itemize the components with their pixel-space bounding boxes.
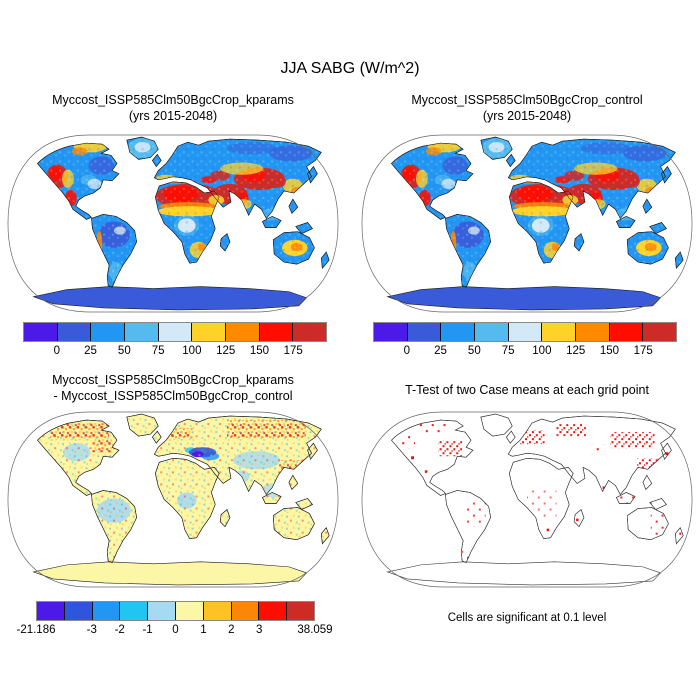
colorbar-segment — [508, 323, 543, 341]
map-ttest — [361, 411, 693, 588]
colorbar-segment — [542, 323, 577, 341]
colorbar-tick-label: 50 — [117, 345, 131, 357]
colorbar-segment — [91, 323, 126, 341]
colorbar-segment — [125, 323, 159, 341]
colorbar-segment — [475, 323, 509, 341]
panel-title-difference: Myccost_ISSP585Clm50BgcCrop_kparams - My… — [6, 372, 340, 404]
colorbar-segment — [576, 323, 610, 341]
colorbar-segment — [231, 602, 260, 620]
sig-east-asia — [637, 458, 659, 475]
colorbar-segment — [407, 323, 442, 341]
colorbar-segment — [609, 323, 644, 341]
colorbar-segment — [148, 602, 176, 620]
ttest-caption: Cells are significant at 0.1 level — [447, 612, 607, 624]
colorbar-kparams — [23, 322, 327, 342]
colorbar-tick-label: 25 — [84, 345, 97, 357]
panel-title-difference-line2: - Myccost_ISSP585Clm50BgcCrop_control — [53, 389, 293, 403]
colorbar-kparams-labels: 0 25 50 75 100 125 150 175 — [23, 345, 327, 359]
colorbar-segment — [643, 323, 677, 341]
raster-noise — [37, 414, 330, 563]
antarctica — [386, 286, 662, 311]
panel-title-ttest: T-Test of two Case means at each grid po… — [405, 383, 649, 397]
colorbar-segment — [120, 602, 149, 620]
colorbar-segment — [374, 323, 408, 341]
sig-west-russia — [556, 424, 586, 437]
antarctica — [387, 561, 662, 586]
map-difference — [7, 411, 339, 588]
panel-title-kparams: Myccost_ISSP585Clm50BgcCrop_kparams (yrs… — [6, 92, 340, 124]
colorbar-tick-label: 175 — [633, 345, 653, 357]
colorbar-segment — [158, 323, 193, 341]
colorbar-tick-label: -21.186 — [16, 624, 56, 636]
colorbar-segment — [64, 602, 93, 620]
colorbar-segment — [259, 323, 294, 341]
colorbar-tick-label: 38.059 — [297, 624, 333, 636]
colorbar-tick-label: 3 — [255, 624, 263, 636]
colorbar-tick-label: 2 — [228, 624, 235, 636]
colorbar-segment — [175, 602, 204, 620]
colorbar-tick-label: -2 — [114, 624, 125, 636]
significance-speckles — [401, 424, 684, 563]
colorbar-segment — [287, 602, 314, 620]
raster-noise — [37, 137, 330, 288]
colorbar-tick-label: 125 — [566, 345, 586, 357]
colorbar-tick-label: -1 — [142, 624, 153, 636]
panel-title-control-line2: (yrs 2015-2048) — [482, 109, 572, 123]
colorbar-tick-label: 50 — [467, 345, 481, 357]
heat-overlay-regions — [391, 137, 684, 288]
diff-overlay-regions — [37, 414, 330, 563]
heat-overlay-regions — [37, 137, 330, 288]
colorbar-tick-label: 0 — [403, 345, 410, 357]
colorbar-segment — [57, 323, 92, 341]
colorbar-tick-label: 1 — [200, 624, 207, 636]
colorbar-tick-label: 100 — [532, 345, 552, 357]
sig-australia-coast-scatter — [650, 510, 671, 539]
colorbar-segment — [203, 602, 232, 620]
panel-title-kparams-line1: Myccost_ISSP585Clm50BgcCrop_kparams — [52, 93, 294, 107]
colorbar-segment — [259, 602, 288, 620]
sig-eastern-north-america — [438, 440, 463, 457]
colorbar-tick-label: 175 — [283, 345, 303, 357]
colorbar-difference — [36, 601, 315, 621]
colorbar-tick-label: 75 — [501, 345, 515, 357]
antarctica — [33, 561, 308, 586]
colorbar-tick-label: 125 — [216, 345, 236, 357]
colorbar-segment — [37, 602, 65, 620]
map-kparams — [7, 134, 339, 313]
map-control — [361, 134, 693, 313]
sig-europe — [519, 430, 545, 445]
colorbar-tick-label: 100 — [182, 345, 202, 357]
raster-noise — [391, 137, 684, 288]
sig-africa-scatter — [527, 490, 557, 521]
colorbar-tick-label: -3 — [86, 624, 97, 636]
colorbar-difference-labels: -21.186 -3 -2 -1 0 1 2 3 38.059 — [16, 624, 332, 638]
figure-title: JJA SABG (W/m^2) — [280, 60, 420, 77]
colorbar-segment — [92, 602, 121, 620]
antarctica — [32, 286, 308, 311]
panel-title-kparams-line2: (yrs 2015-2048) — [128, 109, 218, 123]
colorbar-tick-label: 0 — [172, 624, 179, 636]
colorbar-segment — [24, 323, 58, 341]
colorbar-tick-label: 150 — [599, 345, 620, 357]
colorbar-tick-label: 0 — [53, 345, 60, 357]
colorbar-tick-label: 150 — [249, 345, 270, 357]
panel-title-control-line1: Myccost_ISSP585Clm50BgcCrop_control — [411, 93, 643, 107]
colorbar-segment — [226, 323, 260, 341]
colorbar-tick-label: 75 — [151, 345, 165, 357]
sig-indonesia-scatter — [617, 492, 661, 509]
sig-siberia — [610, 432, 655, 449]
sig-south-america-scatter — [466, 502, 486, 527]
panel-title-control: Myccost_ISSP585Clm50BgcCrop_control (yrs… — [360, 92, 694, 124]
colorbar-tick-label: 25 — [434, 345, 447, 357]
colorbar-control — [373, 322, 677, 342]
colorbar-segment — [192, 323, 227, 341]
colorbar-segment — [441, 323, 476, 341]
colorbar-segment — [293, 323, 327, 341]
colorbar-control-labels: 0 25 50 75 100 125 150 175 — [373, 345, 677, 359]
panel-title-difference-line1: Myccost_ISSP585Clm50BgcCrop_kparams — [52, 373, 294, 387]
